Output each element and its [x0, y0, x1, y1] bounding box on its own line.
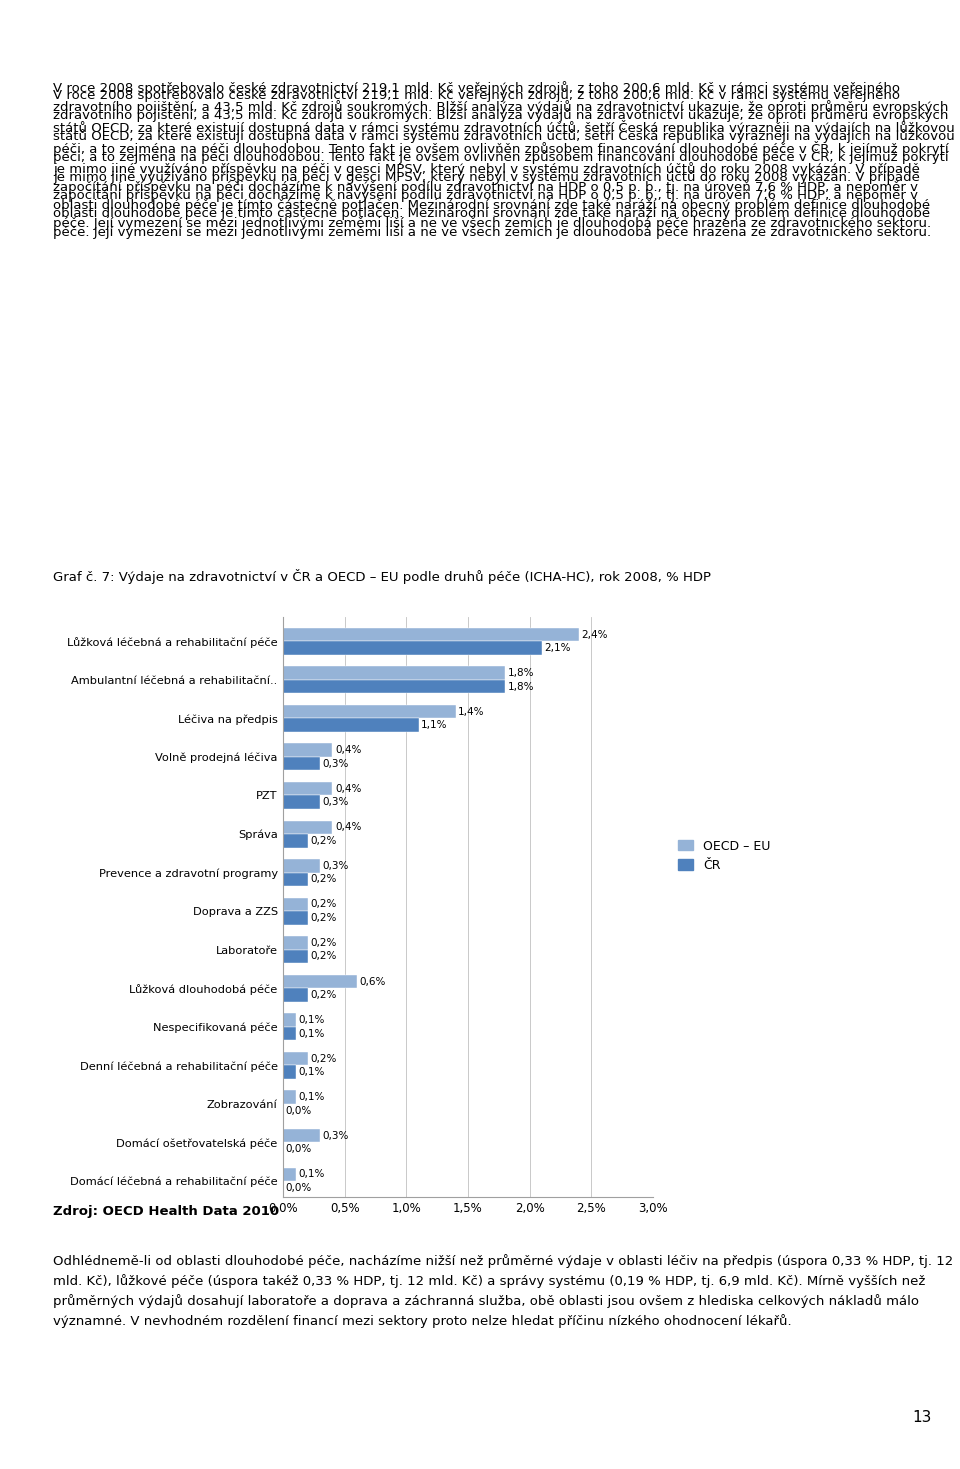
Text: 1,4%: 1,4% [458, 707, 485, 717]
Bar [283, 873, 308, 886]
Text: 0,3%: 0,3% [323, 1131, 349, 1141]
Text: Zdroj: OECD Health Data 2010: Zdroj: OECD Health Data 2010 [53, 1205, 279, 1218]
Text: 0,2%: 0,2% [310, 1053, 337, 1064]
Bar [283, 821, 332, 834]
Bar [283, 1130, 320, 1143]
Bar [283, 975, 357, 989]
Bar [283, 1168, 296, 1181]
Bar [283, 705, 456, 718]
Text: 1,1%: 1,1% [421, 720, 447, 730]
Text: V roce 2008 spotřebovalo české zdravotnictví 219,1 mld. Kč veřejných zdrojů, z t: V roce 2008 spotřebovalo české zdravotni… [53, 88, 954, 238]
Bar [283, 680, 505, 693]
Text: 0,4%: 0,4% [335, 784, 361, 793]
Bar [283, 642, 541, 655]
Text: 0,3%: 0,3% [323, 758, 349, 768]
Bar [283, 936, 308, 950]
Text: 0,3%: 0,3% [323, 798, 349, 808]
Text: 0,4%: 0,4% [335, 745, 361, 755]
Bar [283, 796, 320, 809]
Text: 0,2%: 0,2% [310, 874, 337, 884]
Bar [283, 1090, 296, 1103]
Text: 2,1%: 2,1% [544, 643, 571, 654]
Text: Odhlédnemě-li od oblasti dlouhodobé péče, nacházíme nižší než průměrné výdaje v : Odhlédnemě-li od oblasti dlouhodobé péče… [53, 1255, 953, 1328]
Bar [283, 718, 419, 732]
Text: 0,0%: 0,0% [286, 1144, 312, 1155]
Legend: OECD – EU, ČR: OECD – EU, ČR [679, 840, 771, 871]
Text: 0,1%: 0,1% [298, 1091, 324, 1102]
Text: 0,3%: 0,3% [323, 861, 349, 871]
Text: 0,2%: 0,2% [310, 912, 337, 923]
Text: 0,1%: 0,1% [298, 1028, 324, 1039]
Text: 0,0%: 0,0% [286, 1183, 312, 1193]
Bar [283, 743, 332, 757]
Bar [283, 1065, 296, 1078]
Text: 2,4%: 2,4% [582, 630, 608, 639]
Text: 0,2%: 0,2% [310, 939, 337, 948]
Text: 0,2%: 0,2% [310, 836, 337, 846]
Bar [283, 859, 320, 873]
Bar [283, 989, 308, 1002]
Bar [283, 667, 505, 680]
Text: 0,1%: 0,1% [298, 1169, 324, 1180]
Bar [283, 834, 308, 848]
Text: 0,6%: 0,6% [360, 977, 386, 987]
Text: 1,8%: 1,8% [508, 682, 534, 692]
Text: 2.  Finanční rezervy současného zdravotnictví: 2. Finanční rezervy současného zdravotni… [53, 41, 578, 62]
Text: V roce 2008 spotřebovalo české zdravotnictví 219,1 mld. Kč veřejných zdrojů, z t: V roce 2008 spotřebovalo české zdravotni… [53, 81, 954, 229]
Bar [283, 1027, 296, 1040]
Text: 0,2%: 0,2% [310, 990, 337, 1000]
Text: 0,1%: 0,1% [298, 1066, 324, 1077]
Bar [283, 911, 308, 924]
Bar [283, 627, 579, 642]
Text: Graf č. 7: Výdaje na zdravotnictví v ČR a OECD – EU podle druhů péče (ICHA-HC), : Graf č. 7: Výdaje na zdravotnictví v ČR … [53, 569, 710, 585]
Text: 0,1%: 0,1% [298, 1015, 324, 1025]
Bar [283, 782, 332, 796]
Bar [283, 950, 308, 964]
Text: 0,4%: 0,4% [335, 823, 361, 833]
Text: 0,0%: 0,0% [286, 1106, 312, 1115]
Text: 13: 13 [912, 1410, 931, 1425]
Bar [283, 1052, 308, 1065]
Text: 0,2%: 0,2% [310, 952, 337, 961]
Bar [283, 898, 308, 911]
Bar [283, 757, 320, 770]
Text: 0,2%: 0,2% [310, 899, 337, 909]
Text: 1,8%: 1,8% [508, 668, 534, 679]
Bar [283, 1014, 296, 1027]
